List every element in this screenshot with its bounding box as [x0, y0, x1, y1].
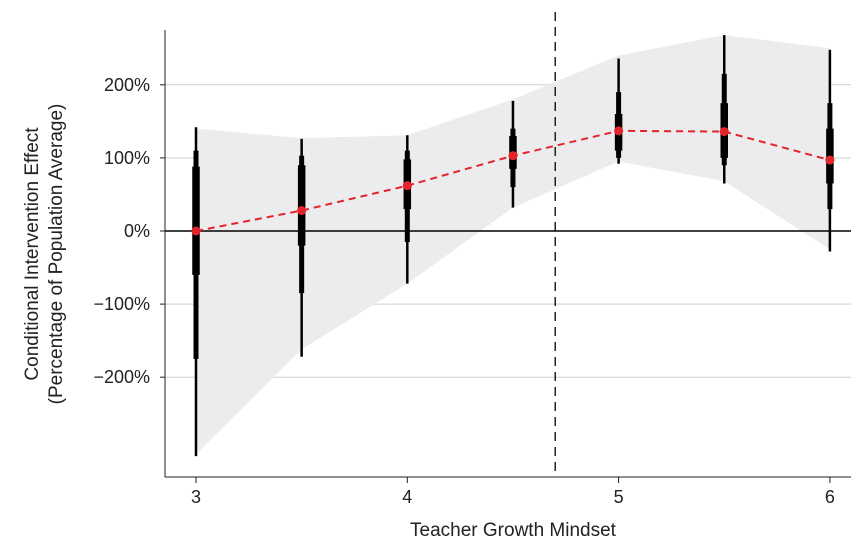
interval-bars	[192, 35, 834, 457]
x-axis-title: Teacher Growth Mindset	[410, 520, 617, 541]
y-tick-label-0: 200%	[104, 75, 150, 95]
x-tick-label-0: 3	[191, 487, 201, 507]
y-axis-title-line-2: (Percentage of Population Average)	[46, 104, 67, 405]
effect-point-5	[719, 127, 729, 137]
y-axis-title-line-1: Conditional Intervention Effect	[22, 127, 43, 381]
effect-point-0	[191, 226, 201, 236]
effect-point-2	[402, 181, 412, 191]
y-tick-labels: 200% 100% 0% −100% −200%	[93, 75, 165, 387]
y-tick-label-1: 100%	[104, 148, 150, 168]
x-tick-label-1: 4	[402, 487, 412, 507]
y-tick-label-4: −200%	[93, 367, 150, 387]
confidence-band	[196, 35, 830, 454]
effect-points	[191, 126, 835, 236]
effect-point-1	[297, 206, 307, 216]
effect-point-3	[508, 151, 518, 161]
y-tick-label-3: −100%	[93, 294, 150, 314]
x-tick-label-3: 6	[825, 487, 835, 507]
y-axis-title: Conditional Intervention Effect (Percent…	[22, 104, 67, 405]
effect-point-6	[825, 155, 835, 165]
y-tick-label-2: 0%	[124, 221, 150, 241]
x-tick-labels: 3 4 5 6	[191, 477, 835, 507]
effect-point-4	[614, 126, 624, 136]
confidence-band-group	[196, 35, 830, 454]
x-tick-label-2: 5	[614, 487, 624, 507]
axes	[164, 30, 851, 478]
